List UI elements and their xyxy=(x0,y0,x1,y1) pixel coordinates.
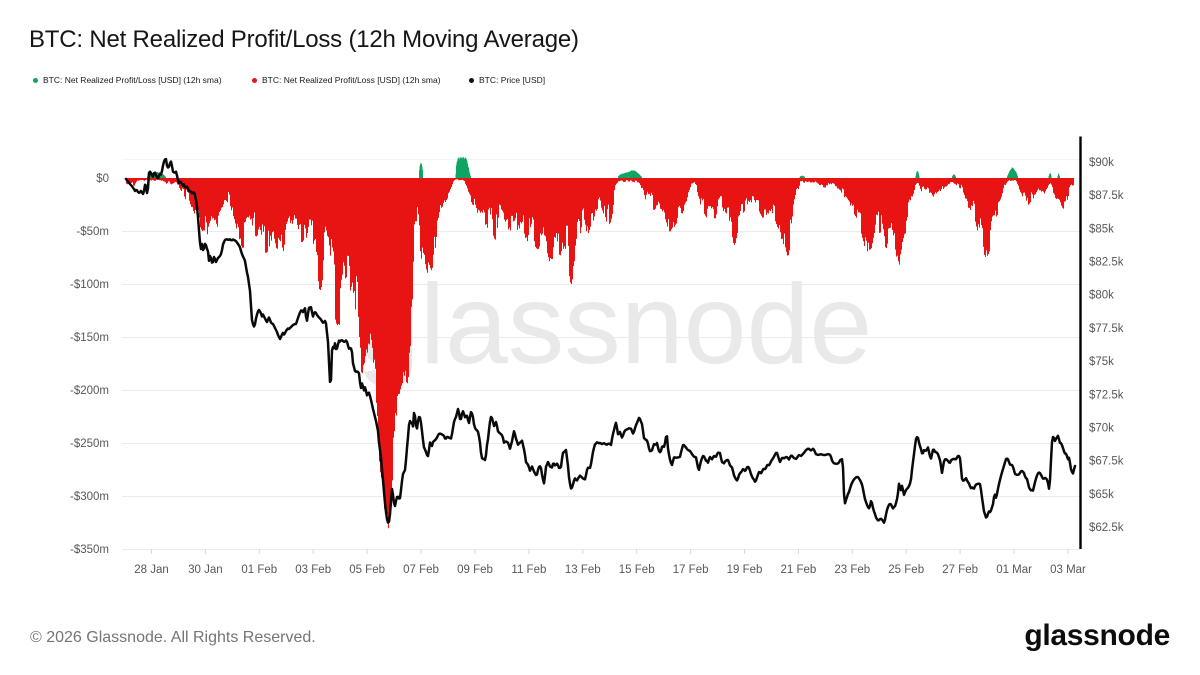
svg-text:-$200m: -$200m xyxy=(70,385,109,397)
svg-text:$90k: $90k xyxy=(1089,157,1114,169)
svg-text:-$250m: -$250m xyxy=(70,438,109,450)
svg-text:17 Feb: 17 Feb xyxy=(673,564,709,576)
svg-text:27 Feb: 27 Feb xyxy=(942,564,978,576)
svg-text:07 Feb: 07 Feb xyxy=(403,564,439,576)
svg-text:25 Feb: 25 Feb xyxy=(888,564,924,576)
svg-text:glassnode: glassnode xyxy=(357,261,872,387)
svg-text:-$350m: -$350m xyxy=(70,544,109,556)
svg-text:01 Mar: 01 Mar xyxy=(996,564,1032,576)
svg-text:19 Feb: 19 Feb xyxy=(727,564,763,576)
svg-text:03 Feb: 03 Feb xyxy=(295,564,331,576)
svg-text:23 Feb: 23 Feb xyxy=(834,564,870,576)
svg-text:01 Feb: 01 Feb xyxy=(241,564,277,576)
svg-text:09 Feb: 09 Feb xyxy=(457,564,493,576)
svg-text:$72.5k: $72.5k xyxy=(1089,389,1124,401)
svg-text:15 Feb: 15 Feb xyxy=(619,564,655,576)
svg-text:21 Feb: 21 Feb xyxy=(780,564,816,576)
svg-text:$77.5k: $77.5k xyxy=(1089,323,1124,335)
svg-text:-$150m: -$150m xyxy=(70,332,109,344)
svg-text:-$50m: -$50m xyxy=(76,226,109,238)
svg-text:03 Mar: 03 Mar xyxy=(1050,564,1086,576)
svg-text:13 Feb: 13 Feb xyxy=(565,564,601,576)
svg-text:$82.5k: $82.5k xyxy=(1089,257,1124,269)
svg-text:$70k: $70k xyxy=(1089,422,1114,434)
svg-text:$75k: $75k xyxy=(1089,356,1114,368)
svg-text:28 Jan: 28 Jan xyxy=(134,564,169,576)
svg-text:$62.5k: $62.5k xyxy=(1089,522,1124,534)
svg-text:-$300m: -$300m xyxy=(70,491,109,503)
svg-text:$85k: $85k xyxy=(1089,223,1114,235)
svg-text:-$100m: -$100m xyxy=(70,279,109,291)
svg-text:$87.5k: $87.5k xyxy=(1089,190,1124,202)
svg-text:30 Jan: 30 Jan xyxy=(188,564,223,576)
svg-text:$65k: $65k xyxy=(1089,489,1114,501)
svg-text:05 Feb: 05 Feb xyxy=(349,564,385,576)
svg-text:$0: $0 xyxy=(96,173,109,185)
svg-text:11 Feb: 11 Feb xyxy=(511,564,546,576)
svg-text:$80k: $80k xyxy=(1089,290,1114,302)
svg-text:$67.5k: $67.5k xyxy=(1089,456,1124,468)
